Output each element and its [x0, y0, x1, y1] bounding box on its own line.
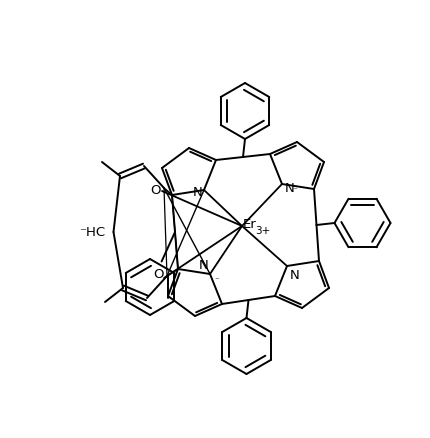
Text: O: O [154, 268, 164, 280]
Text: N: N [290, 269, 300, 282]
Text: N: N [198, 259, 208, 272]
Text: ⁻: ⁻ [292, 186, 297, 195]
Text: Er: Er [243, 218, 257, 230]
Text: N: N [285, 182, 295, 195]
Text: N: N [192, 186, 202, 199]
Text: O: O [150, 184, 161, 197]
Text: ⁻HC: ⁻HC [80, 226, 105, 239]
Text: 3+: 3+ [255, 226, 270, 236]
Text: ⁻: ⁻ [214, 276, 219, 285]
